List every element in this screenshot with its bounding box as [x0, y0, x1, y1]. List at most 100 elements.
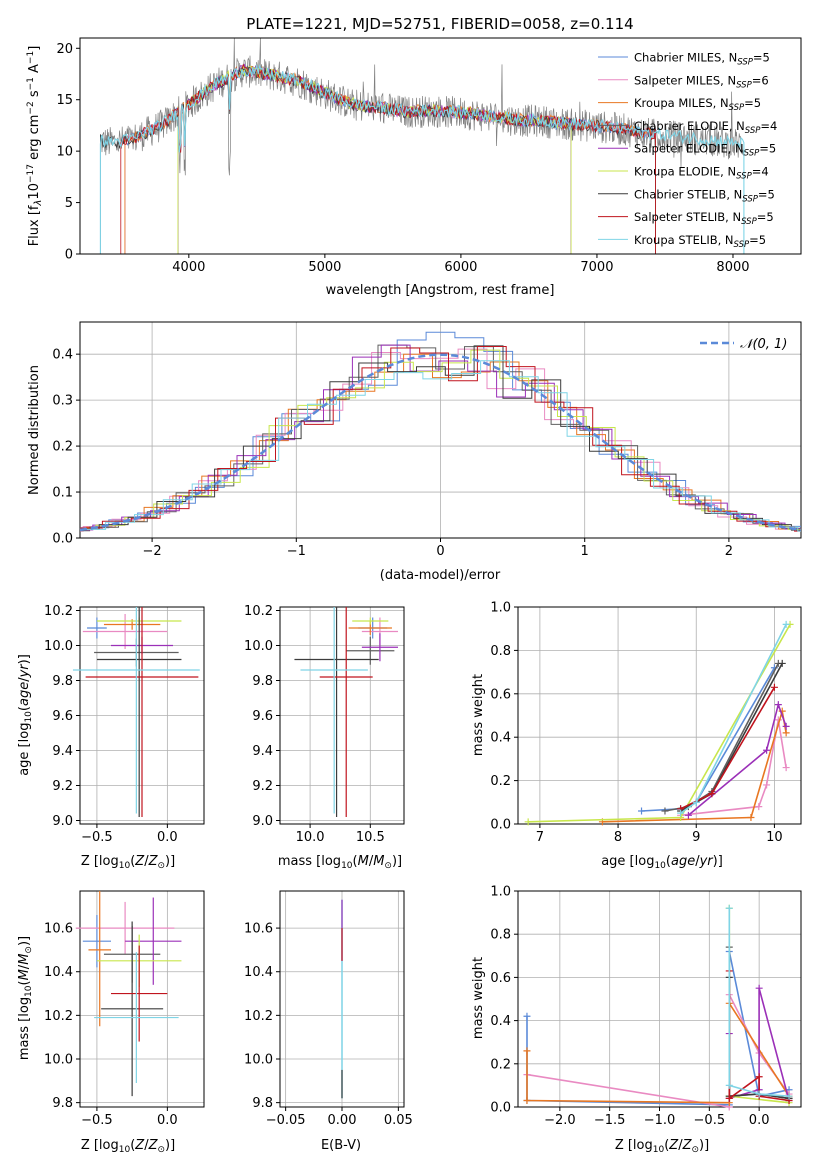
weight-age-ylabel: mass weight: [471, 674, 486, 756]
y-tick-label: 0.0: [52, 532, 73, 547]
y-tick-label: 9.4: [52, 744, 73, 759]
y-tick-label: 10.0: [44, 639, 73, 654]
x-tick-label: −2: [143, 544, 162, 559]
weight-marker: [661, 807, 669, 815]
x-tick-label: 8000: [716, 260, 749, 275]
y-tick-label: 0.4: [52, 348, 73, 363]
y-tick-label: 10.0: [244, 1053, 273, 1068]
weight-marker: [523, 1097, 531, 1105]
y-tick-label: 10.2: [244, 1009, 273, 1024]
y-tick-label: 0.2: [490, 1057, 511, 1072]
y-tick-label: 0.2: [490, 774, 511, 789]
y-tick-label: 0.3: [52, 394, 73, 409]
x-tick-label: 7: [536, 830, 544, 845]
weight-marker: [770, 683, 778, 691]
legend-label: Chabrier STELIB, NSSP=5: [634, 187, 775, 204]
weight-line: [687, 701, 787, 816]
mass-ebv-xlabel: E(B-V): [321, 1138, 361, 1153]
y-tick-label: 10.4: [244, 965, 273, 980]
weight-marker: [782, 729, 790, 737]
weight-marker: [725, 904, 733, 912]
weight-age-content: [524, 620, 794, 826]
histogram-step-line: [80, 360, 801, 532]
legend-label: Salpeter MILES, NSSP=6: [634, 73, 769, 90]
weight-marker: [755, 803, 763, 811]
x-tick-label: −0.5: [81, 830, 113, 845]
histogram-step-line: [80, 346, 801, 532]
mass-ebv-axes: −0.05 0.00 0.05 9.8 10.0 10.2 10.4 10.6: [244, 890, 413, 1128]
weight-vs-age-panel: 7 8 9 10 0.0 0.2 0.4 0.6 0.8 1.0 age [log10(age/y…: [471, 601, 802, 871]
age-mass-xlabel: mass [log10(M/M⊙)]: [278, 854, 402, 871]
x-tick-label: −0.05: [266, 1113, 306, 1128]
weight-marker: [725, 1081, 733, 1089]
weight-marker: [774, 701, 782, 709]
mass-vs-ebv-panel: −0.05 0.00 0.05 9.8 10.0 10.2 10.4 10.6 E(B-V): [244, 890, 413, 1153]
weight-marker: [785, 1092, 793, 1100]
x-tick-label: 1: [581, 544, 589, 559]
y-tick-label: 0.8: [490, 928, 511, 943]
weight-marker: [747, 813, 755, 821]
x-tick-label: 9: [692, 830, 700, 845]
plot-frame: [79, 37, 802, 255]
x-tick-label: 7000: [580, 260, 613, 275]
y-tick-label: 10.6: [44, 922, 73, 937]
y-tick-label: 9.2: [52, 779, 73, 794]
weight-line: [526, 951, 790, 1106]
legend-label: Salpeter STELIB, NSSP=5: [634, 210, 774, 227]
y-tick-label: 1.0: [490, 885, 511, 900]
y-tick-label: 9.8: [252, 674, 273, 689]
mass-z-content: [75, 891, 182, 1097]
weight-line: [641, 667, 776, 812]
x-tick-label: 4000: [172, 260, 205, 275]
legend-label: Kroupa ELODIE, NSSP=4: [634, 165, 769, 182]
y-tick-label: 0.0: [490, 1101, 511, 1116]
y-tick-label: 10.2: [244, 604, 273, 619]
y-tick-label: 9.0: [252, 814, 273, 829]
age-mass-axes: 10.0 10.5 9.0 9.2 9.4 9.6 9.8 10.0 10.2: [244, 604, 405, 845]
weight-line: [728, 908, 790, 1097]
model-spectrum-line: [177, 63, 572, 254]
x-tick-label: 0.00: [328, 1113, 357, 1128]
y-tick-label: 10.2: [44, 1009, 73, 1024]
x-tick-label: 0.0: [157, 1113, 178, 1128]
y-tick-label: 10.0: [44, 1053, 73, 1068]
weight-z-ylabel: mass weight: [471, 957, 486, 1039]
legend-label: Salpeter ELODIE, NSSP=5: [634, 142, 776, 159]
y-tick-label: 9.8: [252, 1096, 273, 1111]
weight-marker: [692, 798, 700, 806]
y-tick-label: 0.2: [52, 440, 73, 455]
histogram-xlabel: (data-model)/error: [380, 568, 501, 583]
y-tick-label: 0: [65, 248, 73, 263]
y-tick-label: 1.0: [490, 601, 511, 616]
histogram-content: [79, 331, 802, 532]
model-spectrum-line: [177, 65, 572, 254]
x-tick-label: 0.0: [749, 1113, 770, 1128]
weight-marker: [782, 764, 790, 772]
mass-z-xlabel: Z [log10(Z/Z⊙)]: [81, 1138, 175, 1155]
y-tick-label: 9.0: [52, 814, 73, 829]
age-z-xlabel: Z [log10(Z/Z⊙)]: [81, 854, 175, 871]
model-spectrum-line: [100, 66, 656, 254]
x-tick-label: 10.0: [296, 830, 325, 845]
weight-marker: [755, 1090, 763, 1098]
x-tick-label: 0.0: [157, 830, 178, 845]
histogram-ylabel: Normed distribution: [27, 365, 42, 495]
model-spectrum-line: [120, 63, 656, 254]
x-tick-label: 10: [766, 830, 783, 845]
weight-marker: [782, 620, 790, 628]
age-z-axes: −0.5 0.0 9.0 9.2 9.4 9.6 9.8 10.0 10.2: [44, 604, 205, 845]
y-tick-label: 15: [56, 93, 73, 108]
y-tick-label: 0.8: [490, 644, 511, 659]
y-tick-label: 0.0: [490, 818, 511, 833]
y-tick-label: 20: [56, 42, 73, 57]
y-tick-label: 9.6: [52, 709, 73, 724]
weight-z-content: [523, 904, 793, 1111]
weight-marker: [763, 781, 771, 789]
weight-marker: [523, 1012, 531, 1020]
x-tick-label: 8: [614, 830, 622, 845]
y-tick-label: 10: [56, 145, 73, 160]
weight-marker: [524, 818, 532, 826]
histogram-axes: −2 −1 0 1 2 0.0 0.1 0.2 0.3 0.4: [52, 321, 802, 559]
age-vs-mass-panel: 10.0 10.5 9.0 9.2 9.4 9.6 9.8 10.0 10.2 mass [lo…: [244, 604, 405, 871]
residual-histogram-panel: −2 −1 0 1 2 0.0 0.1 0.2 0.3 0.4 𝒩(0, 1) (data-mod…: [27, 321, 802, 583]
